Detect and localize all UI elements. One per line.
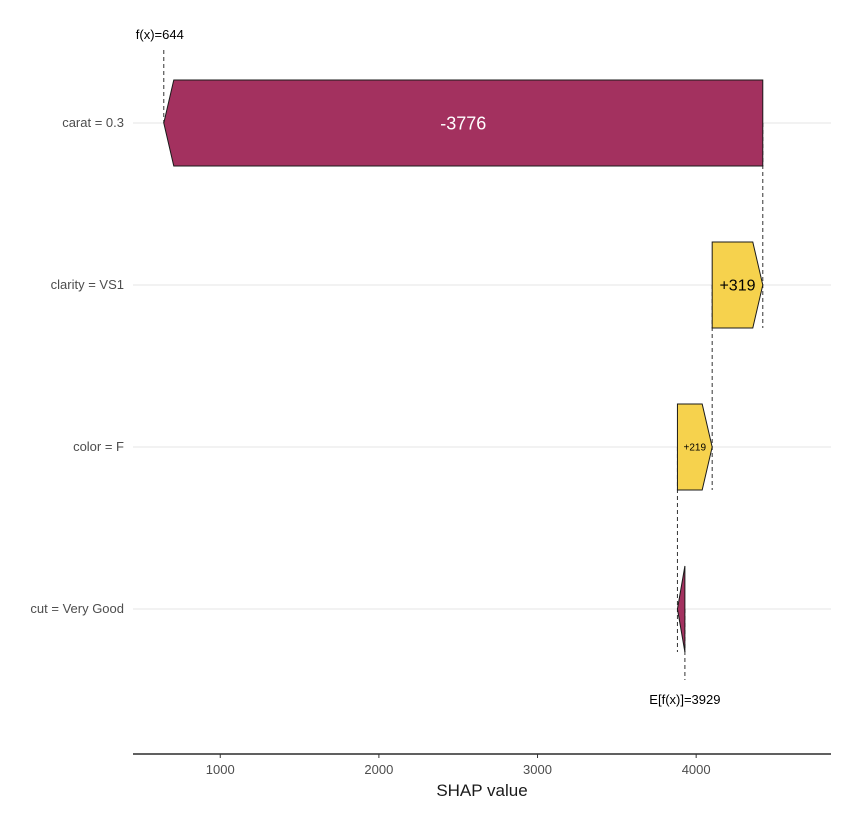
shap-bar (711, 241, 764, 329)
bar-value-label: -3776 (440, 113, 486, 133)
shap-bar (676, 403, 713, 491)
x-axis: 1000 2000 3000 4000 SHAP value (133, 753, 831, 800)
bars (163, 79, 764, 653)
shap-bar (676, 565, 686, 653)
category-label: clarity = VS1 (51, 277, 124, 292)
category-label: color = F (73, 439, 124, 454)
labels: carat = 0.3 clarity = VS1 color = F cut = V… (30, 27, 755, 707)
bar-value-label: +319 (719, 278, 755, 295)
x-tick-label: 2000 (364, 762, 393, 777)
bar-value-label: +219 (684, 443, 707, 454)
gridlines (133, 122, 831, 610)
x-tick-label: 3000 (523, 762, 552, 777)
x-tick-label: 4000 (682, 762, 711, 777)
baseline-label: E[f(x)]=3929 (649, 692, 720, 707)
shap-bar (163, 79, 764, 167)
category-label: cut = Very Good (30, 601, 124, 616)
prediction-label: f(x)=644 (136, 27, 184, 42)
x-tick-label: 1000 (206, 762, 235, 777)
category-label: carat = 0.3 (62, 115, 124, 130)
x-axis-title: SHAP value (436, 781, 527, 800)
